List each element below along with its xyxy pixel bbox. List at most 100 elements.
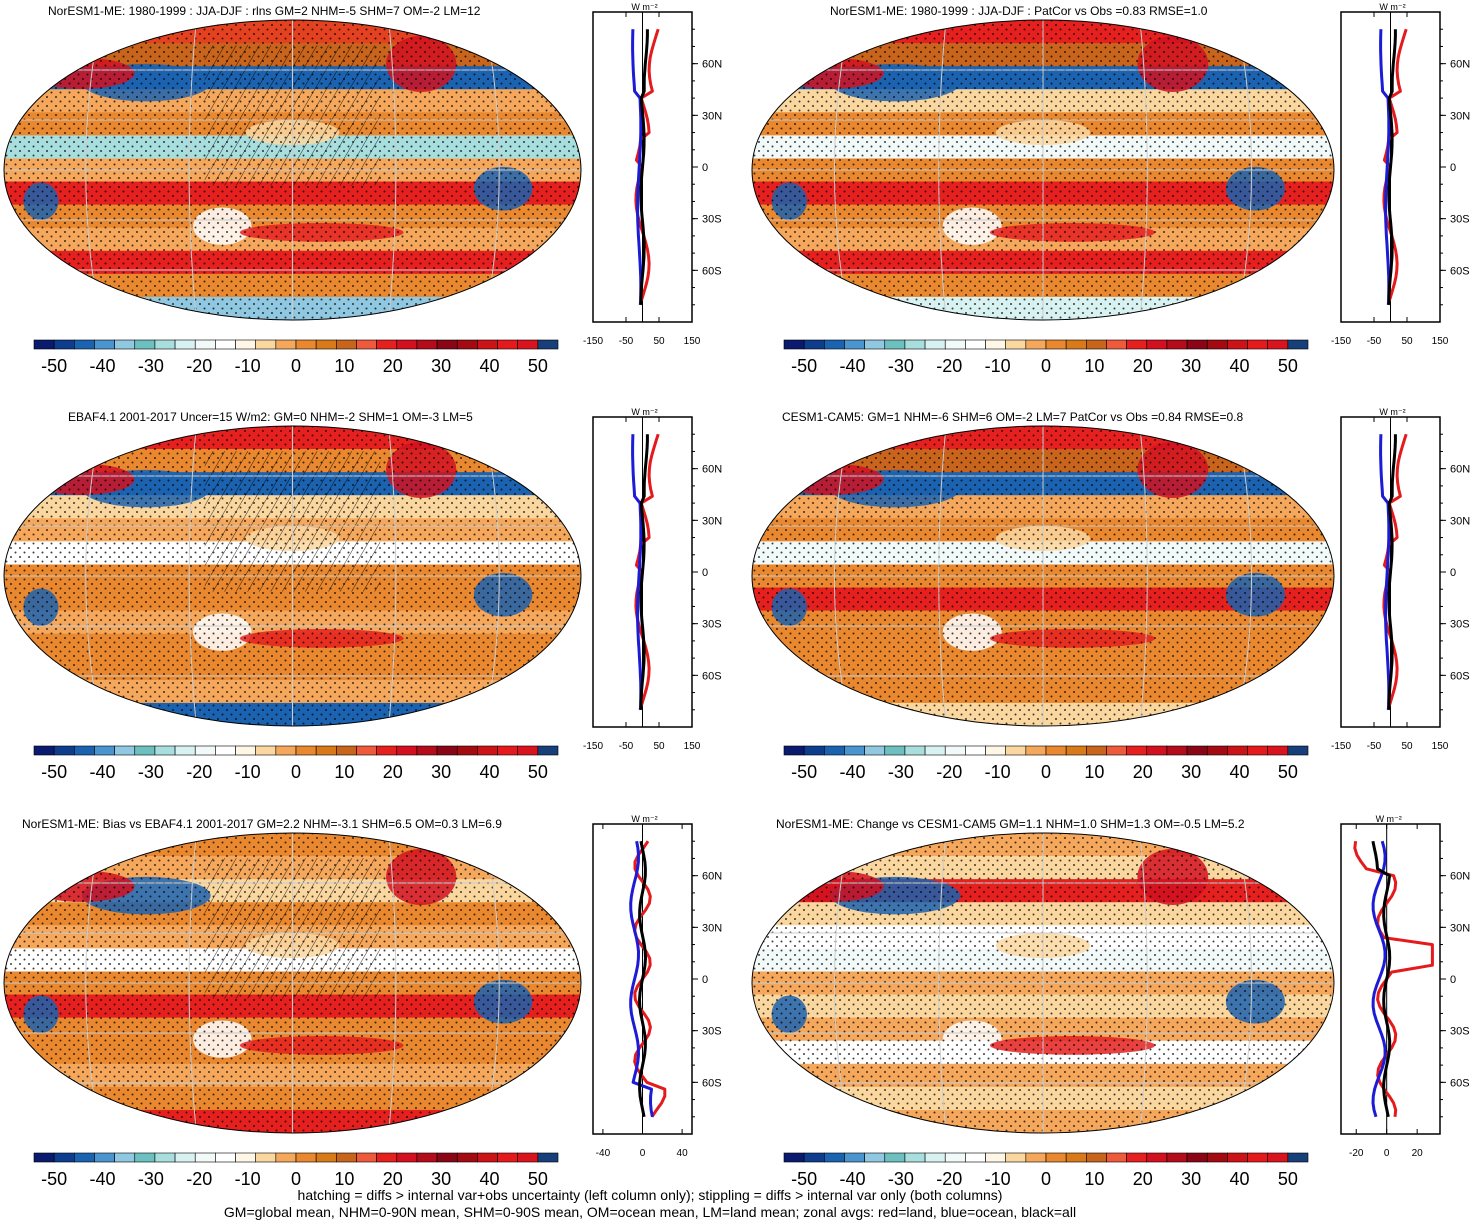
panel-title-6: NorESM1-ME: Change vs CESM1-CAM5 GM=1.1 … — [776, 817, 1245, 831]
colorbar-swatch — [194, 339, 216, 350]
map-2 — [751, 19, 1335, 321]
colorbar-swatch — [436, 1152, 458, 1163]
colorbar-label: -50 — [41, 1169, 67, 1189]
colorbar-swatch — [884, 745, 906, 756]
lat-tick-label: 60N — [702, 59, 722, 71]
map-outline — [751, 19, 1335, 321]
colorbar-swatch — [1146, 745, 1168, 756]
colorbar-label: 30 — [431, 356, 451, 376]
x-tick-label: 150 — [1432, 336, 1449, 347]
colorbar-swatch — [904, 339, 926, 350]
colorbar-swatch — [376, 745, 398, 756]
colorbar-swatch — [134, 745, 156, 756]
zonal-unit-label: W m⁻² — [631, 2, 657, 12]
colorbar-swatch — [436, 339, 458, 350]
colorbar-5: -50 -40 -30 -20 -10 0 10 20 30 40 50 — [33, 1152, 559, 1189]
lat-tick-label: 60N — [702, 871, 722, 883]
colorbar-swatch — [215, 745, 236, 756]
colorbar-swatch — [497, 1152, 518, 1163]
map-outline — [751, 425, 1335, 727]
colorbar-swatch — [884, 1152, 906, 1163]
colorbar-swatch — [134, 339, 156, 350]
colorbar-label: 40 — [479, 356, 499, 376]
colorbar-swatch — [295, 745, 317, 756]
map-6 — [751, 832, 1335, 1134]
colorbar-swatch — [1126, 745, 1148, 756]
colorbar-swatch — [456, 745, 478, 756]
colorbar-6: -50 -40 -30 -20 -10 0 10 20 30 40 50 — [783, 1152, 1309, 1189]
zonal-plot-3: W m⁻² 60N 30N 0 30S 60S -150 -50 50 150 — [583, 407, 722, 752]
colorbar-label: 0 — [1041, 1169, 1051, 1189]
zonal-plot-6: W m⁻² 60N 30N 0 30S 60S -20 0 20 — [1340, 814, 1470, 1159]
colorbar-swatch — [864, 339, 886, 350]
colorbar-swatch — [53, 745, 75, 756]
colorbar-swatch — [1025, 1152, 1047, 1163]
lat-tick-label: 30N — [702, 515, 722, 527]
colorbar-label: -10 — [235, 1169, 261, 1189]
colorbar-label: -10 — [235, 356, 261, 376]
x-tick-label: 50 — [1401, 741, 1413, 752]
colorbar-swatch — [844, 1152, 865, 1163]
colorbar-swatch — [1206, 1152, 1228, 1163]
colorbar-swatch — [1267, 339, 1289, 350]
footnote-line-1: hatching = diffs > internal var+obs unce… — [297, 1187, 1003, 1203]
colorbar-swatch — [336, 1152, 357, 1163]
colorbar-label: 40 — [479, 762, 499, 782]
colorbar-swatch — [1106, 745, 1127, 756]
colorbar-swatch — [315, 1152, 337, 1163]
colorbar-swatch — [1005, 339, 1027, 350]
colorbar-label: 40 — [1229, 762, 1249, 782]
colorbar-swatch — [134, 1152, 156, 1163]
lat-tick-label: 30S — [702, 1026, 722, 1038]
colorbar-swatch — [1086, 1152, 1107, 1163]
colorbar-swatch — [33, 339, 55, 350]
colorbar-label: 20 — [1133, 762, 1153, 782]
colorbar-swatch — [376, 339, 398, 350]
colorbar-swatch — [356, 339, 377, 350]
colorbar-swatch — [1287, 745, 1309, 756]
x-tick-label: 150 — [684, 336, 701, 347]
colorbar-label: 10 — [1084, 356, 1104, 376]
colorbar-label: 50 — [528, 1169, 548, 1189]
colorbar-label: 10 — [334, 762, 354, 782]
colorbar-swatch — [315, 339, 337, 350]
colorbar-swatch — [194, 1152, 216, 1163]
colorbar-swatch — [275, 745, 297, 756]
zonal-plot-2: W m⁻² 60N 30N 0 30S 60S -150 -50 50 150 — [1331, 2, 1470, 347]
lat-tick-label: 60S — [702, 670, 722, 682]
colorbar-swatch — [924, 1152, 946, 1163]
zonal-unit-label: W m⁻² — [631, 814, 657, 824]
graticule-lon — [388, 20, 397, 320]
colorbar-swatch — [1247, 339, 1268, 350]
colorbar-swatch — [1025, 745, 1047, 756]
colorbar-swatch — [356, 745, 377, 756]
colorbar-label: 30 — [431, 762, 451, 782]
colorbar-swatch — [235, 1152, 256, 1163]
colorbar-swatch — [537, 745, 559, 756]
colorbar-swatch — [94, 745, 115, 756]
colorbar-label: -50 — [791, 356, 817, 376]
lat-tick-label: 30S — [702, 214, 722, 226]
colorbar-swatch — [235, 745, 256, 756]
colorbar-swatch — [114, 339, 136, 350]
x-tick-label: 50 — [1401, 336, 1413, 347]
colorbar-swatch — [965, 745, 986, 756]
colorbar-swatch — [396, 745, 418, 756]
graticule-lon — [938, 426, 947, 726]
x-tick-label: 50 — [653, 336, 665, 347]
colorbar-swatch — [416, 1152, 438, 1163]
panel-title-2: NorESM1-ME: 1980-1999 : JJA-DJF : PatCor… — [830, 4, 1208, 18]
colorbar-label: -10 — [985, 1169, 1011, 1189]
colorbar-label: -20 — [186, 356, 212, 376]
colorbar-swatch — [985, 1152, 1006, 1163]
colorbar-label: -20 — [936, 762, 962, 782]
colorbar-swatch — [1267, 745, 1289, 756]
colorbar-swatch — [517, 745, 539, 756]
colorbar-swatch — [965, 1152, 986, 1163]
colorbar-label: 50 — [1278, 762, 1298, 782]
colorbar-swatch — [215, 339, 236, 350]
colorbar-label: 20 — [383, 762, 403, 782]
x-tick-label: -150 — [1331, 741, 1351, 752]
colorbar-swatch — [33, 1152, 55, 1163]
colorbar-1: -50 -40 -30 -20 -10 0 10 20 30 40 50 — [33, 339, 559, 376]
